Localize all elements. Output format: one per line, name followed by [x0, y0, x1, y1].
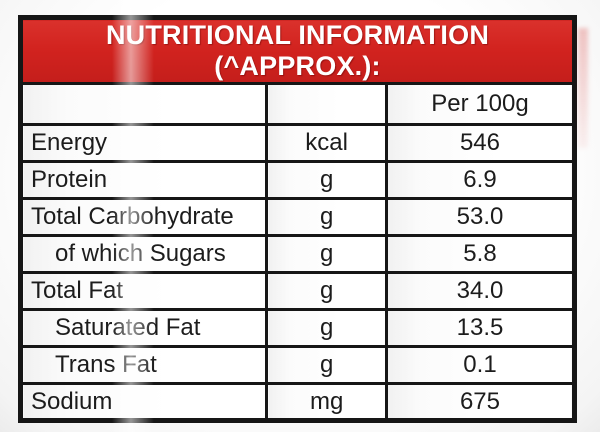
per-100g-header: Per 100g: [384, 82, 577, 126]
nutrient-value: 6.9: [384, 160, 577, 200]
nutrition-table: NUTRITIONAL INFORMATION (^APPROX.): Per …: [18, 15, 577, 423]
title-row: NUTRITIONAL INFORMATION (^APPROX.):: [19, 16, 576, 85]
ink-smudge: [578, 28, 588, 148]
table-row: Trans Fat g 0.1: [18, 345, 577, 385]
nutrient-name: Total Fat: [18, 271, 269, 311]
empty-unit-header-cell: [265, 82, 388, 126]
nutrient-value: 0.1: [384, 345, 577, 385]
nutrient-name: Saturated Fat: [18, 308, 269, 348]
nutrient-name: Energy: [18, 123, 269, 163]
table-row: Total Fat g 34.0: [18, 271, 577, 311]
nutrient-unit: g: [265, 308, 388, 348]
nutrient-unit: g: [265, 345, 388, 385]
nutrient-value: 546: [384, 123, 577, 163]
table-row: Sodium mg 675: [18, 382, 577, 422]
nutrient-unit: g: [265, 197, 388, 237]
table-row: Protein g 6.9: [18, 160, 577, 200]
nutrient-name: of which Sugars: [18, 234, 269, 274]
nutrient-name: Total Carbohydrate: [18, 197, 269, 237]
empty-nutrient-header-cell: [18, 82, 269, 126]
nutrient-value: 34.0: [384, 271, 577, 311]
table-row: Energy kcal 546: [18, 123, 577, 163]
table-row: Total Carbohydrate g 53.0: [18, 197, 577, 237]
nutrient-value: 53.0: [384, 197, 577, 237]
nutrient-value: 13.5: [384, 308, 577, 348]
nutrient-value: 675: [384, 382, 577, 422]
nutrient-value: 5.8: [384, 234, 577, 274]
table-title: NUTRITIONAL INFORMATION (^APPROX.):: [19, 16, 576, 85]
nutrient-unit: kcal: [265, 123, 388, 163]
nutrient-unit: mg: [265, 382, 388, 422]
table-row: of which Sugars g 5.8: [18, 234, 577, 274]
nutrient-unit: g: [265, 271, 388, 311]
nutrient-unit: g: [265, 160, 388, 200]
nutrient-name: Protein: [18, 160, 269, 200]
nutrient-name: Sodium: [18, 382, 269, 422]
table-row: Saturated Fat g 13.5: [18, 308, 577, 348]
nutrient-unit: g: [265, 234, 388, 274]
column-header-row: Per 100g: [18, 82, 577, 126]
nutrition-table-body: Energy kcal 546 Protein g 6.9 Total Carbohydra…: [18, 123, 577, 422]
nutrient-name: Trans Fat: [18, 345, 269, 385]
